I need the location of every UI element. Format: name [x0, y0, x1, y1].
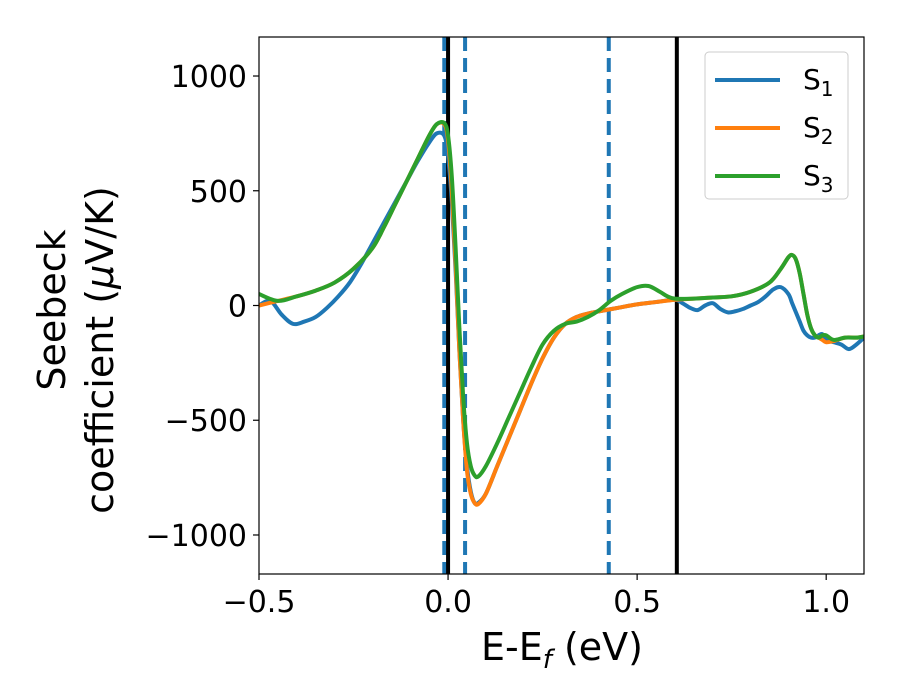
y-tick-label: 1000	[171, 60, 247, 95]
legend: S1 S2 S3	[704, 51, 849, 200]
y-axis-title-mu: μ	[78, 265, 122, 290]
y-tick-label: −1000	[146, 519, 247, 554]
y-axis-title-line2: coefficient (μV/K)	[78, 186, 122, 514]
x-tick-label: 1.0	[802, 585, 850, 620]
x-axis-title-unit: (eV)	[552, 625, 643, 669]
x-tick-label: 0.0	[424, 585, 472, 620]
y-tick-label: 500	[190, 175, 247, 210]
y-axis-title-line2-start: coefficient (	[78, 289, 122, 514]
x-tick-label: −0.5	[223, 585, 296, 620]
x-axis-ticks: −0.5 0.0 0.5 1.0	[223, 574, 850, 620]
x-axis-title-main: E-E	[481, 625, 543, 669]
series-lines	[259, 120, 864, 507]
series-line-S3	[259, 120, 864, 480]
legend-label-S3: S3	[803, 159, 834, 197]
x-axis-title: E-Ef (eV)	[481, 625, 643, 675]
y-tick-label: 0	[228, 290, 247, 325]
legend-label-S1: S1	[803, 63, 834, 101]
y-axis-title-line2-end: V/K)	[78, 186, 122, 265]
y-axis-ticks: −1000 −500 0 500 1000	[146, 60, 259, 554]
x-tick-label: 0.5	[613, 585, 661, 620]
y-tick-label: −500	[165, 404, 247, 439]
y-axis-title-line1: Seebeck	[30, 229, 74, 390]
legend-box	[704, 51, 849, 200]
legend-label-S2: S2	[803, 111, 834, 149]
